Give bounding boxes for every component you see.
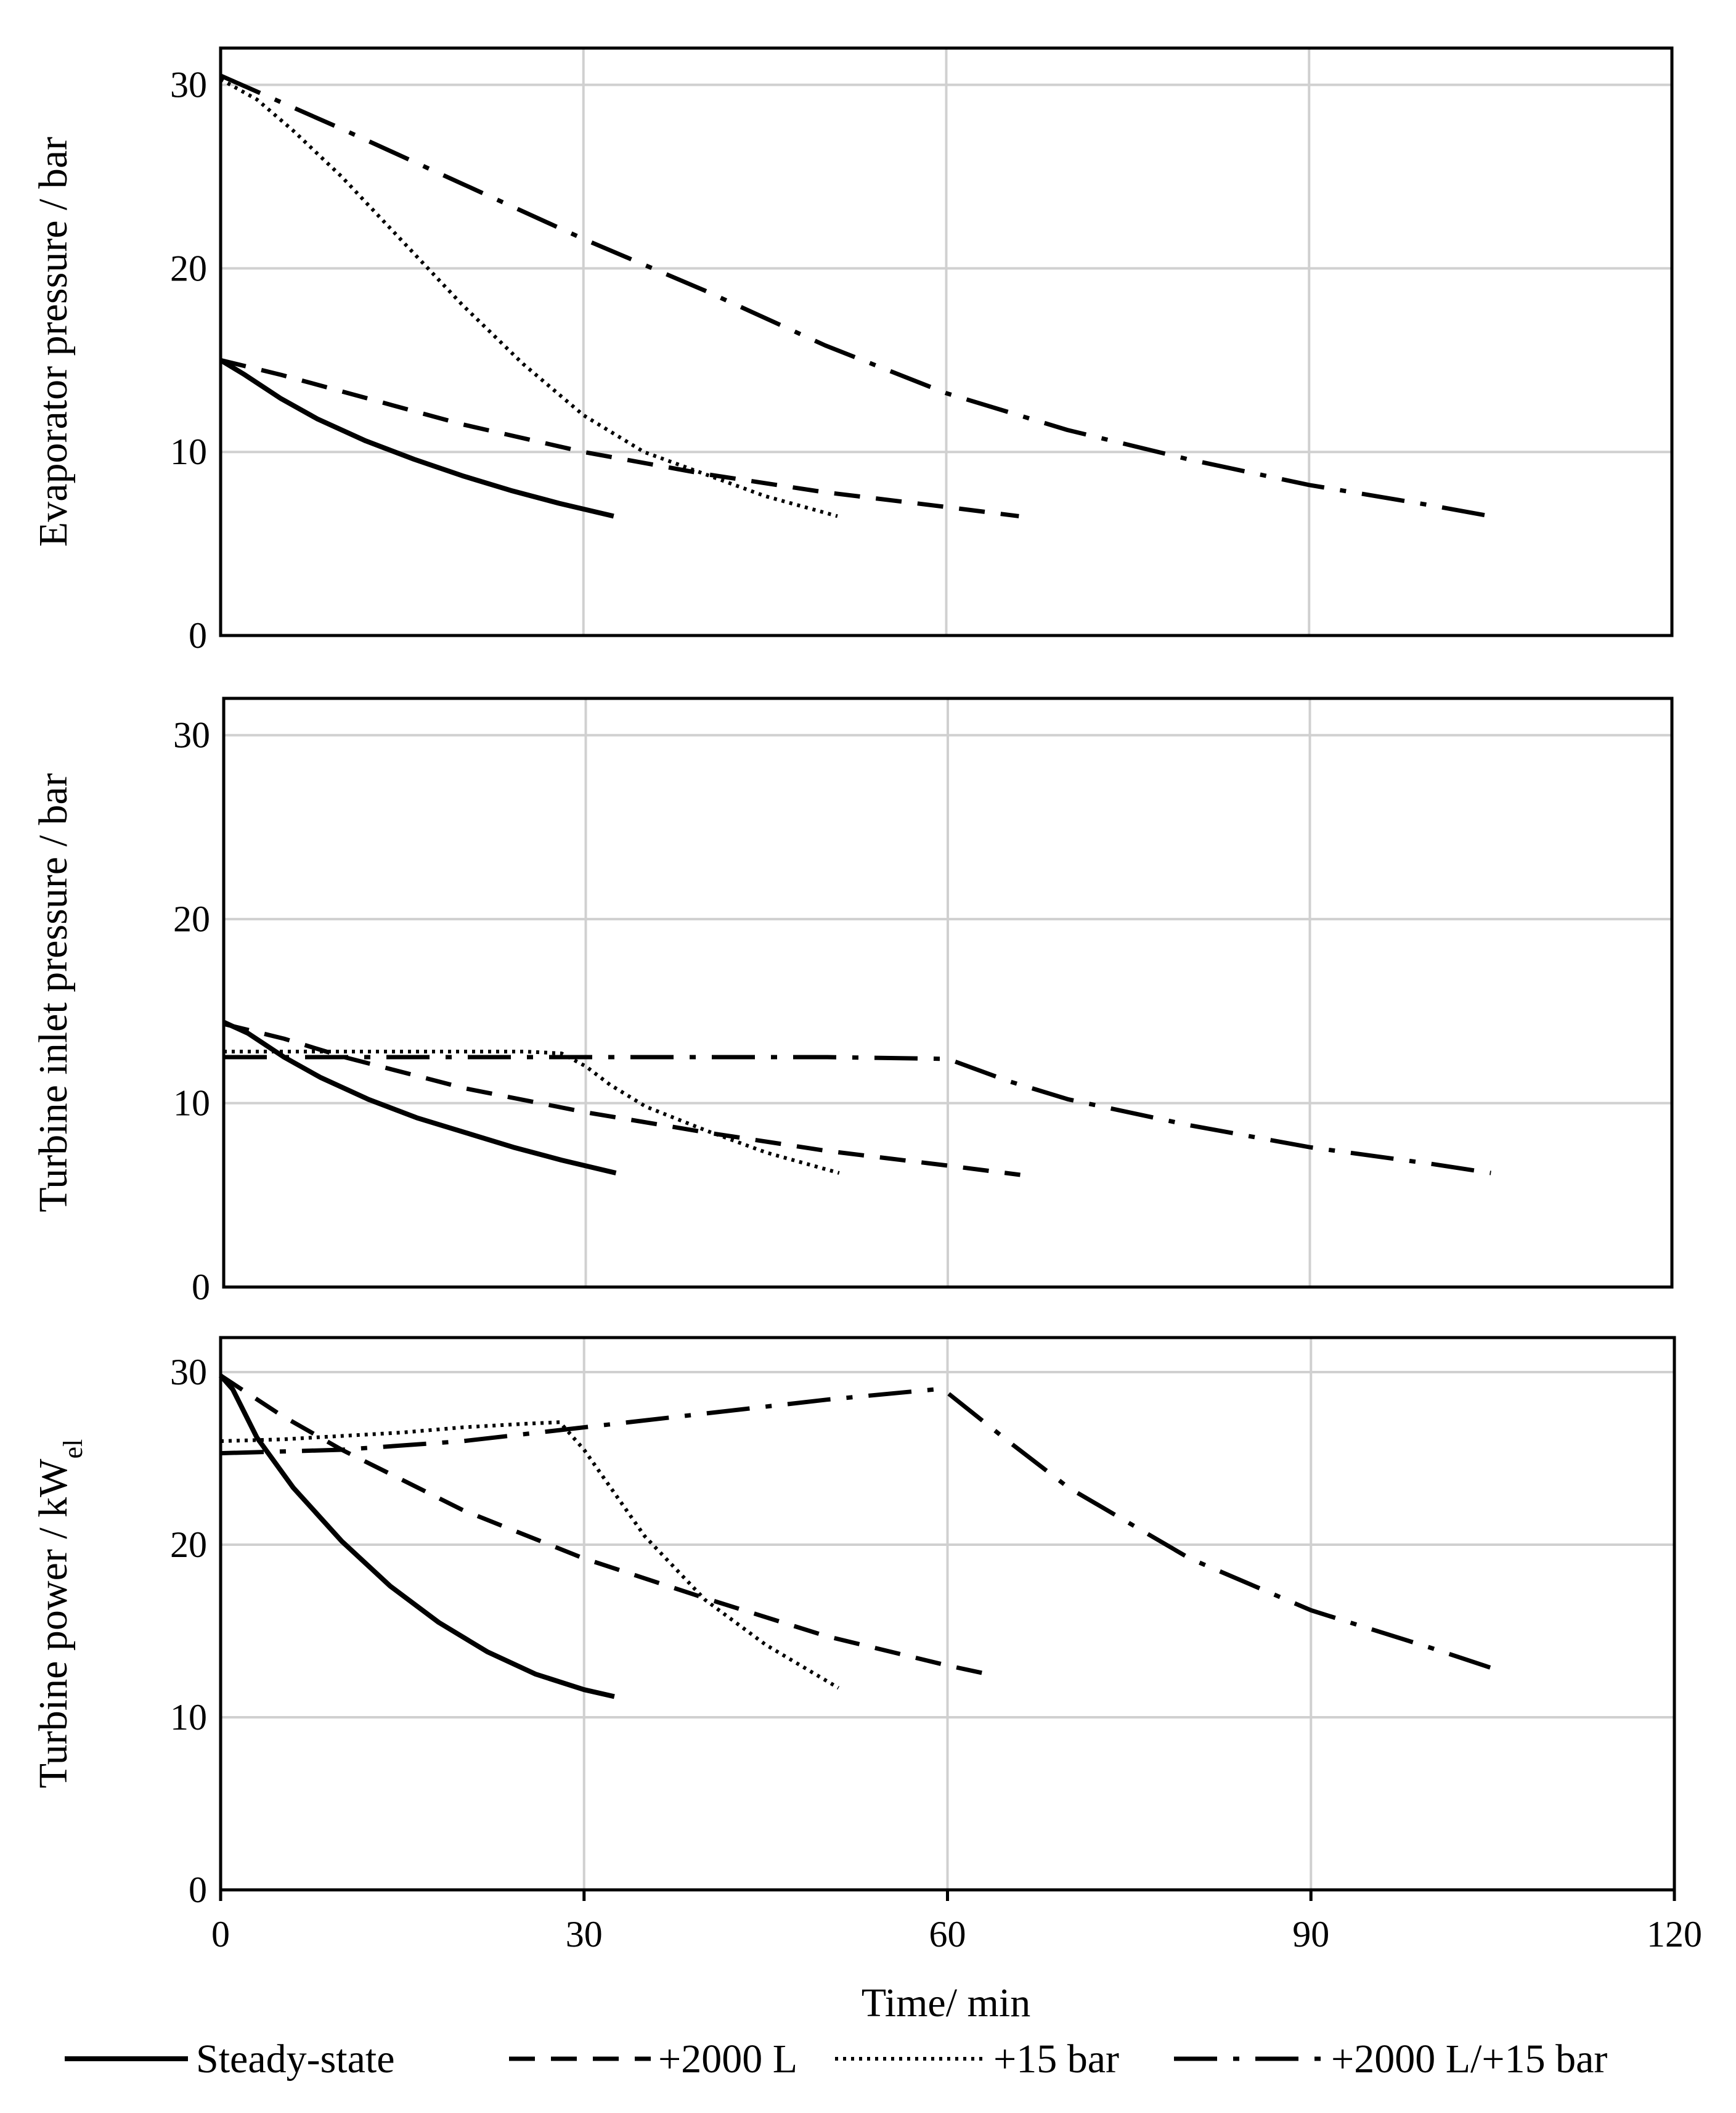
series-steady-state [218,1373,615,1699]
series-2000-l-15-bar [219,73,1491,518]
legend-item-2000-l: +2000 L [509,2037,797,2082]
panel-2: 0 10 20 30 Turbine inlet pressure / bar [31,697,1674,1307]
y-axis-title: Turbine inlet pressure / bar [31,773,76,1212]
x-tick-label: 120 [1647,1914,1702,1955]
legend-item-15-bar: +15 bar [835,2037,1119,2082]
y-tick-label: 10 [170,1697,207,1738]
series-2000-l [223,1021,1021,1177]
legend-label: +2000 L/+15 bar [1331,2037,1607,2082]
chart-panels: 0 10 20 30 Evaporator pressure / bar 0 10 20 30 T… [31,46,1702,1955]
y-tick-label: 10 [173,1083,210,1124]
legend-label: Steady-state [196,2037,395,2082]
y-axis-title-subscript: el [58,1439,88,1459]
series-15-bar [220,1420,840,1690]
y-tick-label: 0 [192,1267,210,1307]
x-tick-label: 60 [929,1914,966,1955]
x-tick-label: 30 [566,1914,603,1955]
y-axis-title: Turbine power / kWel [31,1439,88,1788]
series-2000-l [219,1373,996,1678]
x-tick-label: 0 [211,1914,230,1955]
x-axis-title: Time/ min [862,1980,1030,2025]
y-tick-label: 0 [189,1870,207,1910]
legend-item-2000-l-15-bar: +2000 L/+15 bar [1174,2037,1607,2082]
y-tick-label: 30 [170,65,207,105]
legend-item-steady-state: Steady-state [65,2037,395,2082]
panel-3: 0 30 60 90 120 0 10 20 30 Turbine power / kWel [31,1336,1702,1955]
series-2000-l-15-bar [224,1055,1491,1175]
panel-1: 0 10 20 30 Evaporator pressure / bar [31,46,1674,656]
plot-frame [219,46,1674,637]
series-steady-state [219,358,614,519]
x-tick-label: 90 [1292,1914,1329,1955]
legend-label: +15 bar [993,2037,1119,2082]
y-axis-title: Evaporator pressure / bar [31,137,76,547]
series-2000-l-15-bar [220,1387,1506,1675]
y-tick-label: 10 [170,431,207,472]
series-steady-state [222,1020,617,1175]
y-tick-label: 30 [173,715,210,756]
series-15-bar [219,77,838,518]
legend-label: +2000 L [658,2037,797,2082]
series-15-bar [224,1050,840,1175]
y-tick-label: 0 [189,615,207,656]
y-tick-label: 20 [170,248,207,288]
y-tick-label: 20 [173,899,210,939]
y-tick-label: 30 [170,1352,207,1392]
y-tick-label: 20 [170,1524,207,1565]
plot-frame [222,697,1674,1289]
legend: Steady-state +2000 L +15 bar +2000 L/+15 ba… [65,2037,1607,2082]
